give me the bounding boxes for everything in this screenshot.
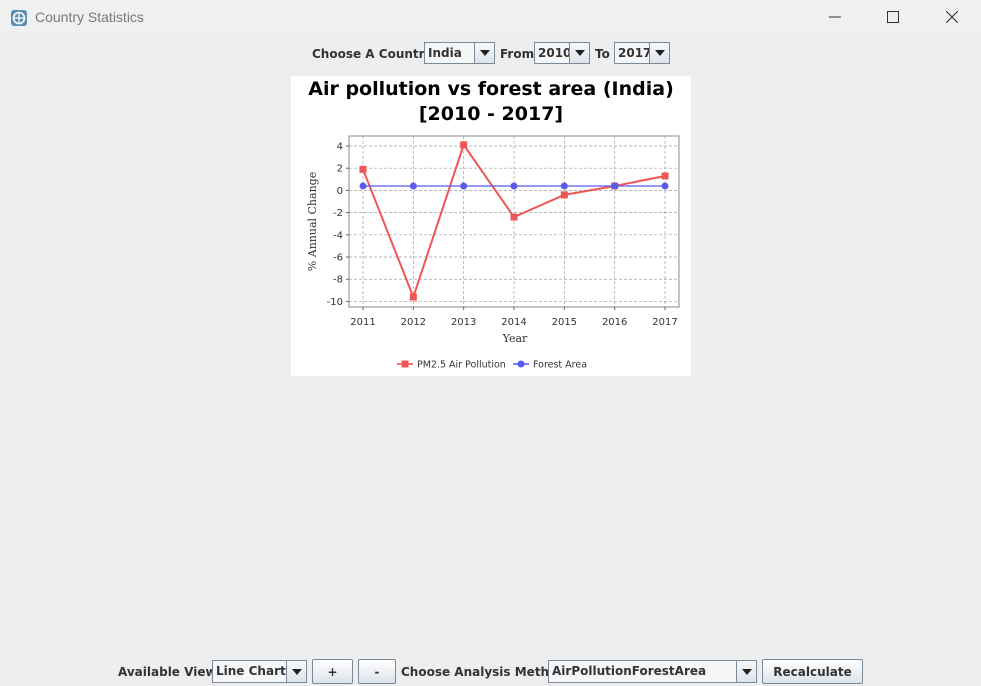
maximize-icon	[887, 11, 899, 23]
y-tick-label: 2	[337, 164, 343, 175]
method-value: AirPollutionForestArea	[552, 664, 707, 678]
chevron-down-icon[interactable]	[649, 43, 669, 63]
close-button[interactable]	[929, 0, 975, 34]
title-bar: Country Statistics	[0, 0, 981, 36]
to-year-value: 2017	[618, 46, 652, 60]
chart-subtitle: [2010 - 2017]	[418, 103, 564, 125]
x-tick-label: 2017	[652, 317, 677, 328]
legend-marker-circle	[517, 360, 525, 368]
method-select[interactable]: AirPollutionForestArea	[548, 660, 757, 683]
minimize-icon	[829, 16, 841, 18]
views-select[interactable]: Line Chart	[212, 660, 307, 683]
y-tick-label: -10	[327, 297, 343, 308]
legend-label: Forest Area	[533, 360, 587, 371]
data-point-circle	[611, 182, 619, 190]
chart-panel: Air pollution vs forest area (India) [20…	[291, 76, 691, 376]
recalculate-button[interactable]: Recalculate	[762, 659, 863, 684]
data-point-square	[661, 172, 669, 180]
data-point-square	[359, 165, 367, 173]
country-label: Choose A Country:	[312, 47, 438, 61]
views-label: Available Views	[118, 665, 224, 679]
y-tick-label: 0	[337, 186, 343, 197]
from-year-value: 2010	[538, 46, 572, 60]
x-axis-label: Year	[502, 332, 528, 345]
x-tick-label: 2013	[451, 317, 476, 328]
country-select[interactable]: India	[424, 42, 495, 64]
maximize-button[interactable]	[870, 0, 916, 34]
data-point-circle	[409, 182, 417, 190]
country-value: India	[428, 46, 462, 60]
x-tick-label: 2014	[501, 317, 526, 328]
add-view-button[interactable]: +	[312, 659, 353, 684]
minimize-button[interactable]	[812, 0, 858, 34]
y-tick-label: -2	[333, 208, 343, 219]
data-point-circle	[359, 182, 367, 190]
from-year-select[interactable]: 2010	[534, 42, 590, 64]
method-label: Choose Analysis Method	[401, 665, 566, 679]
data-point-square	[460, 141, 468, 149]
to-year-select[interactable]: 2017	[614, 42, 670, 64]
to-label: To	[595, 47, 610, 61]
y-axis-label: % Annual Change	[306, 172, 319, 271]
data-point-circle	[510, 182, 518, 190]
data-point-circle	[560, 182, 568, 190]
chart-title: Air pollution vs forest area (India)	[308, 78, 674, 100]
x-tick-label: 2011	[350, 317, 375, 328]
chevron-down-icon[interactable]	[474, 43, 494, 63]
chevron-down-icon[interactable]	[736, 661, 756, 682]
data-point-circle	[661, 182, 669, 190]
from-label: From	[500, 47, 535, 61]
remove-view-button[interactable]: -	[358, 659, 396, 684]
data-point-square	[409, 293, 417, 301]
legend-label: PM2.5 Air Pollution	[417, 360, 506, 371]
x-tick-label: 2012	[401, 317, 426, 328]
chevron-down-icon[interactable]	[569, 43, 589, 63]
data-point-square	[560, 191, 568, 199]
legend-marker-square	[401, 360, 409, 368]
views-value: Line Chart	[216, 664, 286, 678]
y-tick-label: -6	[333, 253, 343, 264]
x-tick-label: 2016	[602, 317, 627, 328]
chevron-down-icon[interactable]	[286, 661, 306, 682]
data-point-square	[510, 213, 518, 221]
close-icon	[946, 11, 958, 23]
y-tick-label: 4	[337, 141, 343, 152]
x-tick-label: 2015	[552, 317, 577, 328]
line-chart: 4 2 0 -2 -4 -6 -8 -10 2011 2012 2013 2014 2015 2016 20…	[306, 135, 680, 371]
app-icon	[10, 9, 28, 27]
y-tick-label: -8	[333, 275, 343, 286]
y-tick-label: -4	[333, 230, 343, 241]
data-point-circle	[460, 182, 468, 190]
window-title: Country Statistics	[35, 9, 144, 25]
